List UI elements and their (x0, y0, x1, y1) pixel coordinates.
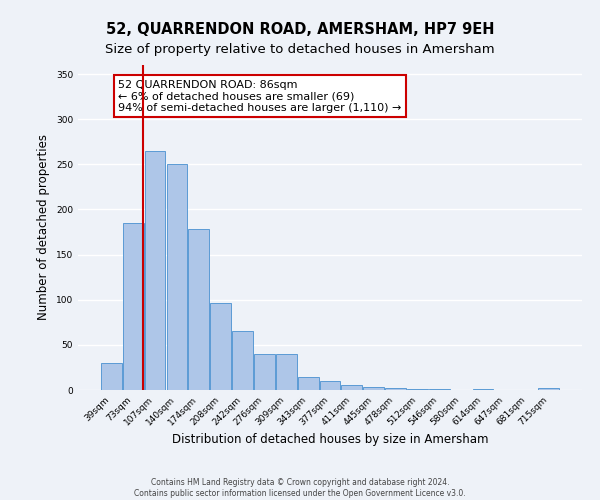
Bar (385, 388, 406, 390)
Bar (210, 304, 231, 390)
Bar (232, 332, 253, 390)
Text: Size of property relative to detached houses in Amersham: Size of property relative to detached ho… (105, 42, 495, 56)
Bar (407, 389, 428, 390)
Bar (473, 389, 493, 390)
Bar (364, 388, 384, 390)
Bar (429, 389, 450, 390)
Text: Contains HM Land Registry data © Crown copyright and database right 2024.
Contai: Contains HM Land Registry data © Crown c… (134, 478, 466, 498)
Bar (320, 381, 340, 390)
Bar (538, 388, 559, 390)
Bar (254, 354, 275, 390)
Bar (145, 151, 166, 390)
Bar (298, 378, 319, 390)
Bar (123, 223, 143, 390)
Bar (188, 230, 209, 390)
Text: 52 QUARRENDON ROAD: 86sqm
← 6% of detached houses are smaller (69)
94% of semi-d: 52 QUARRENDON ROAD: 86sqm ← 6% of detach… (118, 80, 401, 113)
Text: 52, QUARRENDON ROAD, AMERSHAM, HP7 9EH: 52, QUARRENDON ROAD, AMERSHAM, HP7 9EH (106, 22, 494, 38)
Bar (167, 164, 187, 390)
X-axis label: Distribution of detached houses by size in Amersham: Distribution of detached houses by size … (172, 432, 488, 446)
Bar (101, 363, 122, 390)
Y-axis label: Number of detached properties: Number of detached properties (37, 134, 50, 320)
Bar (341, 386, 362, 390)
Bar (276, 354, 296, 390)
